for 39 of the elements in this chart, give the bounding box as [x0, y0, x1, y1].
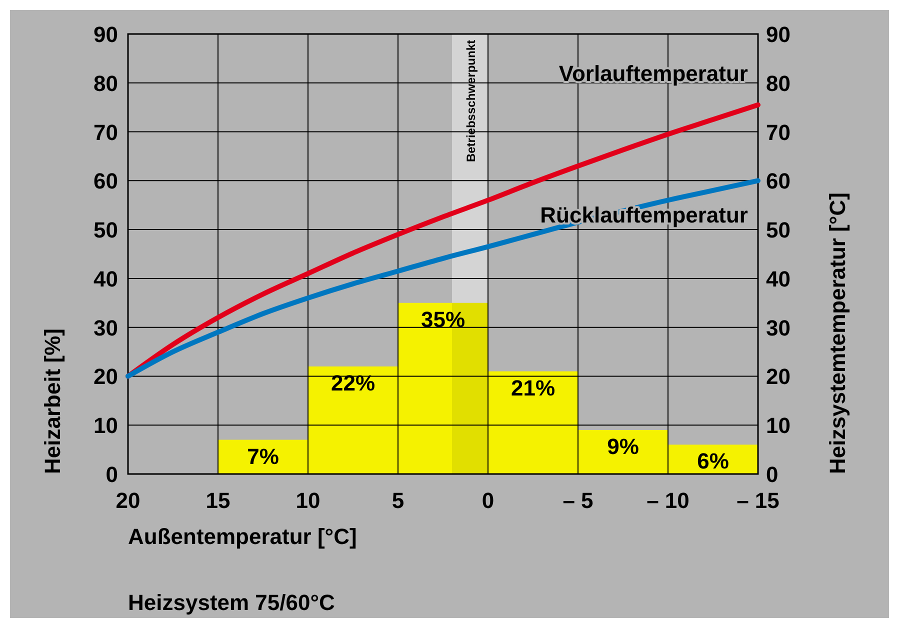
y2-tick-label: 30: [766, 315, 790, 340]
y2-tick-label: 90: [766, 22, 790, 47]
text: Heizsystem 75/60°C: [128, 590, 336, 615]
y2-tick-label: 0: [766, 462, 778, 487]
y-tick-label: 60: [94, 168, 118, 194]
data-label: 9%: [607, 434, 639, 459]
y2-tick-label: 50: [766, 218, 790, 243]
data-label: 22%: [330, 370, 376, 396]
y-tick-label: 70: [94, 120, 118, 145]
y2-tick-label: 80: [766, 70, 790, 96]
y-tick-label: 90: [94, 22, 118, 47]
x-tick-label: 0: [482, 488, 494, 513]
y-tick-label: 50: [94, 218, 118, 243]
band-label: Betriebsschwerpunkt: [464, 40, 478, 162]
y-tick-label: 40: [94, 266, 118, 292]
x-tick-label: 20: [116, 488, 140, 513]
x-tick-label: – 10: [646, 488, 690, 513]
y-tick-label: 0: [106, 462, 118, 487]
y2-tick-label: 20: [766, 364, 790, 390]
y-tick-label: 80: [94, 70, 118, 96]
y2-axis-title: Heizsystemtemperatur [°C]: [825, 192, 850, 474]
x-tick-label: 5: [392, 488, 404, 513]
data-label: 21%: [510, 375, 556, 400]
x-axis-title: Außentemperatur [°C]: [128, 524, 357, 549]
x-tick-label: – 15: [736, 488, 780, 513]
data-label: 7%: [247, 444, 279, 469]
x-tick-label: 10: [296, 488, 320, 513]
y-tick-label: 20: [94, 364, 118, 390]
y2-tick-label: 70: [766, 120, 790, 145]
x-tick-label: – 5: [562, 488, 594, 513]
x-tick-label: 15: [206, 488, 230, 513]
data-label: 6%: [697, 448, 729, 474]
data-label: 35%: [420, 306, 466, 332]
y2-tick-label: 40: [766, 266, 790, 292]
y-tick-label: 30: [94, 315, 118, 340]
y2-tick-label: 10: [766, 413, 790, 438]
y-axis-title: Heizarbeit [%]: [40, 328, 65, 474]
y2-tick-label: 60: [766, 168, 790, 194]
y-tick-label: 10: [94, 413, 118, 438]
